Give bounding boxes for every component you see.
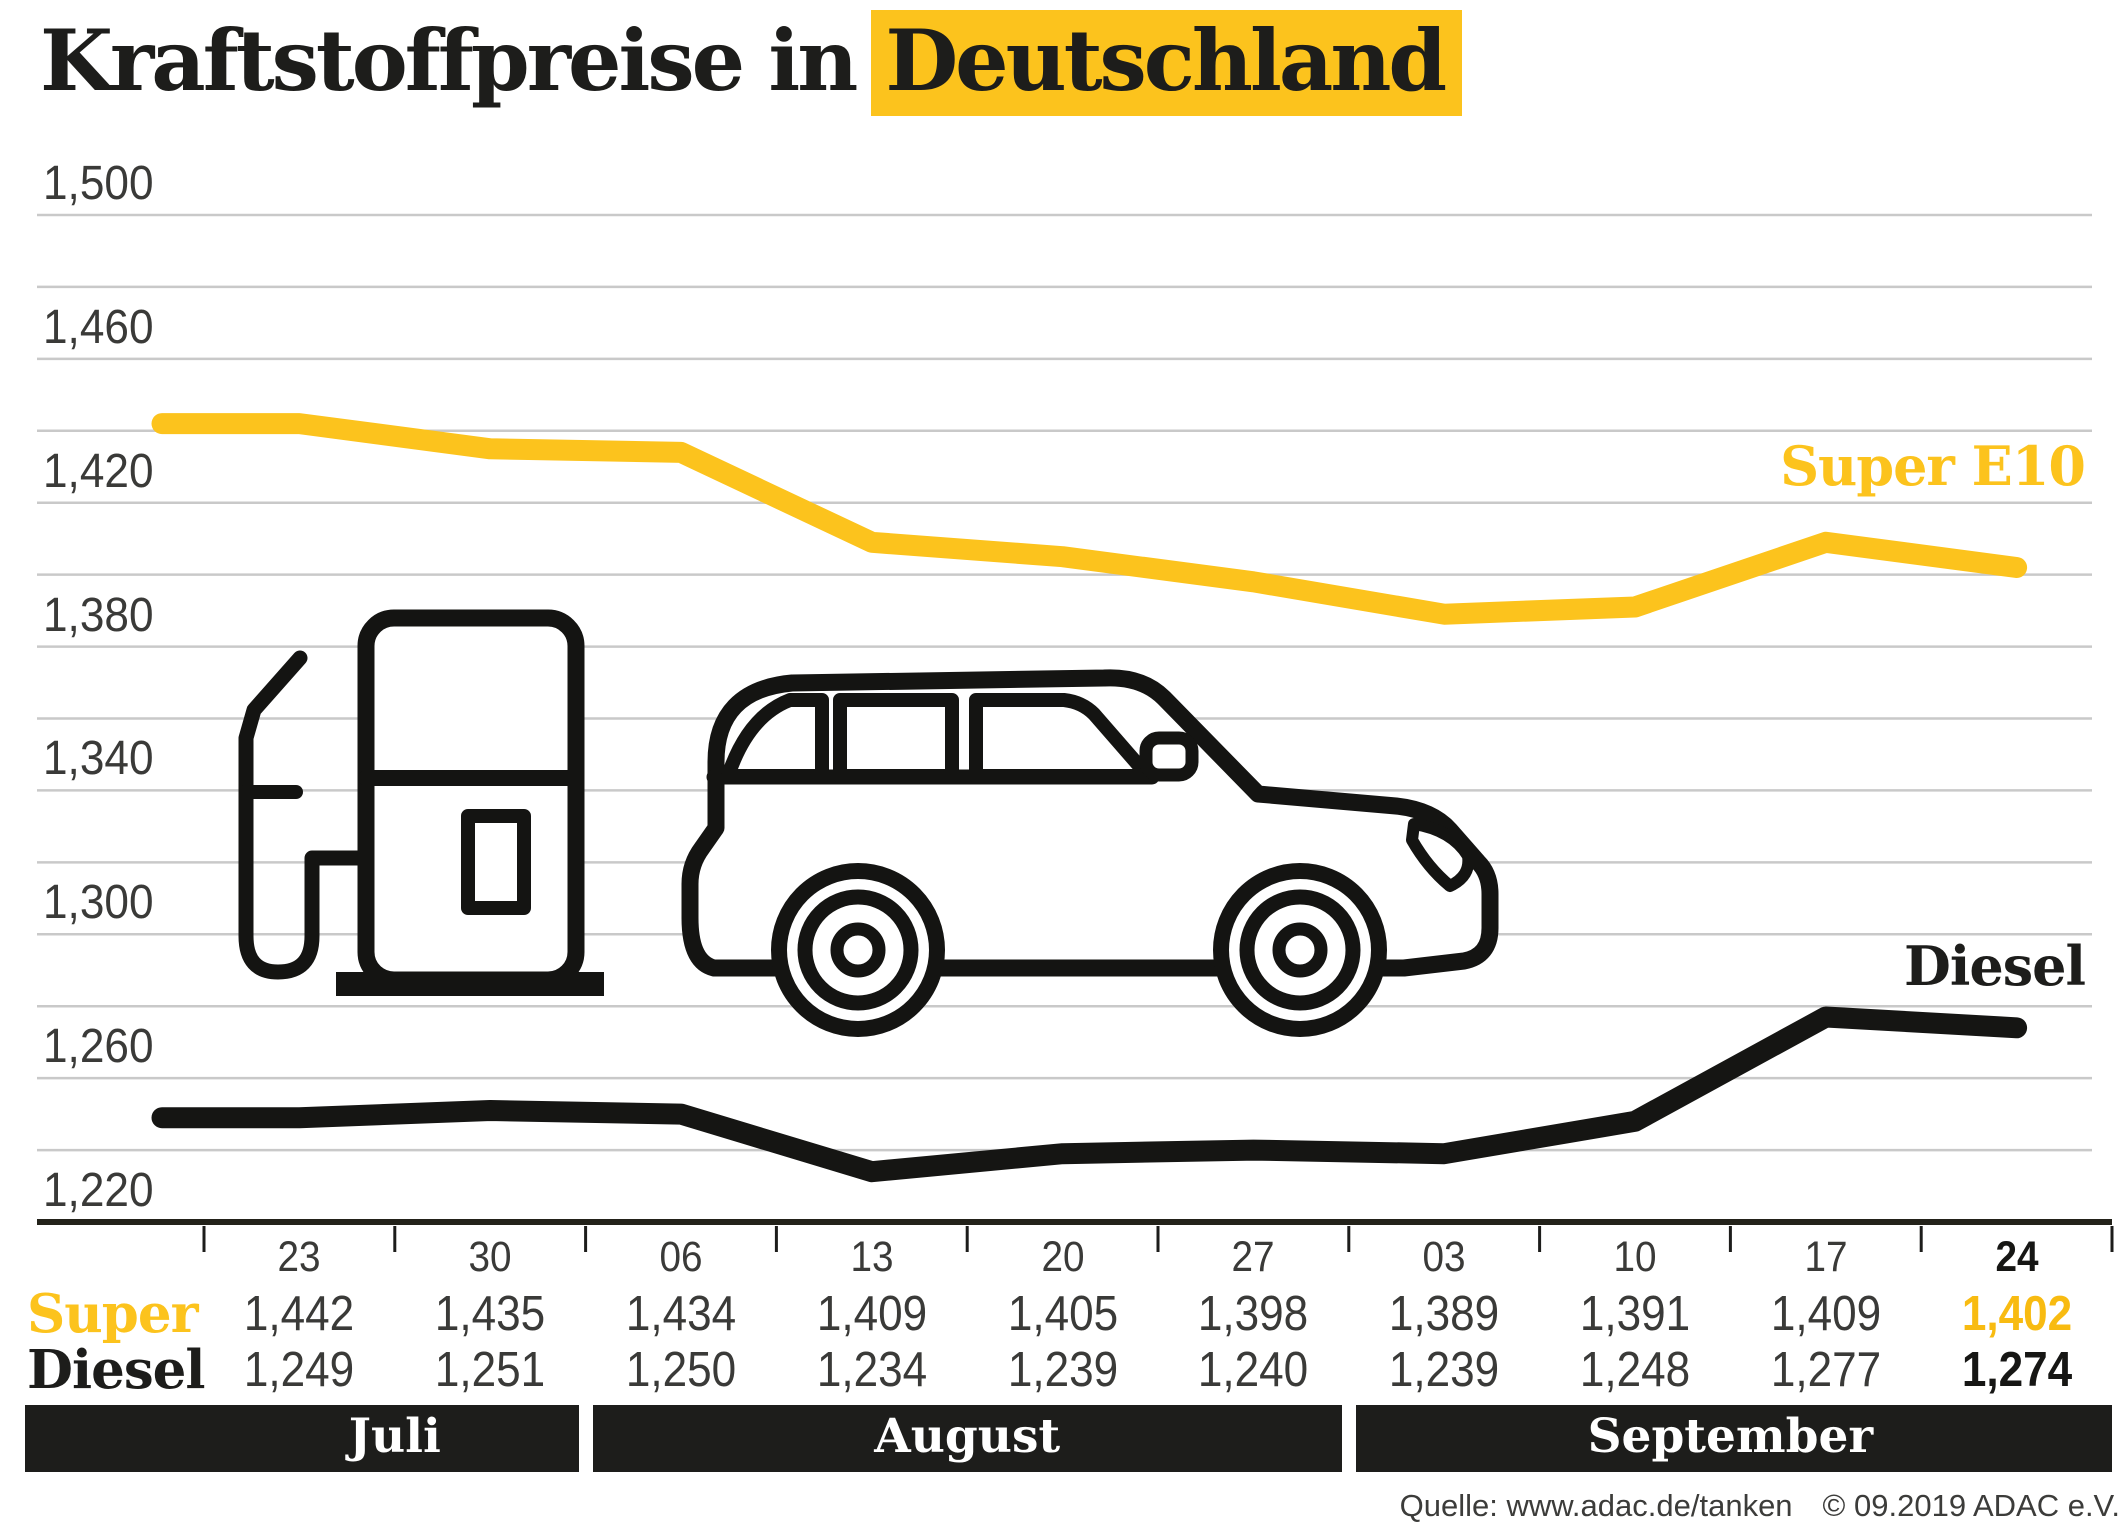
diesel-value: 1,234 xyxy=(816,1343,927,1397)
diesel-value: 1,248 xyxy=(1579,1343,1691,1397)
fuel-pump-icon xyxy=(238,609,604,996)
date-value: 17 xyxy=(1804,1233,1848,1281)
diesel-value: 1,239 xyxy=(1007,1343,1118,1397)
month-band-september: September xyxy=(1355,1405,2112,1472)
date-value: 24 xyxy=(1995,1233,2039,1281)
date-value: 03 xyxy=(1422,1233,1466,1281)
date-value: 06 xyxy=(659,1233,703,1281)
title-plain: Kraftstoffpreise in xyxy=(40,11,858,110)
super-value: 1,398 xyxy=(1198,1287,1309,1341)
row-label-super: Super xyxy=(27,1283,199,1345)
month-band-juli: Juli xyxy=(25,1405,579,1472)
car-front-wheel xyxy=(1213,863,1387,1037)
date-value: 27 xyxy=(1231,1233,1275,1281)
diesel-value: 1,249 xyxy=(244,1343,355,1397)
car-rear-wheel xyxy=(771,863,945,1037)
row-label-diesel: Diesel xyxy=(27,1339,206,1401)
car-icon xyxy=(681,669,1499,1037)
date-value: 23 xyxy=(277,1233,321,1281)
diesel-value: 1,240 xyxy=(1198,1343,1309,1397)
page-title: Kraftstoffpreise in Deutschland xyxy=(40,10,1463,116)
month-label: September xyxy=(1587,1409,1874,1464)
super-value: 1,442 xyxy=(244,1287,355,1341)
y-axis-label: 1,500 xyxy=(43,157,154,210)
source-note: Quelle: www.adac.de/tanken © 09.2019 ADA… xyxy=(1400,1488,2120,1524)
super-value: 1,409 xyxy=(1770,1287,1881,1341)
date-value: 13 xyxy=(850,1233,894,1281)
diesel-value: 1,274 xyxy=(1961,1343,2072,1397)
y-axis-label: 1,420 xyxy=(43,444,154,498)
source-quelle: Quelle: www.adac.de/tanken xyxy=(1399,1488,1793,1523)
y-axis-label: 1,340 xyxy=(43,732,154,786)
y-axis-label: 1,460 xyxy=(43,300,154,354)
line-layer xyxy=(37,413,2114,1252)
super-value: 1,435 xyxy=(435,1287,546,1341)
month-label: Juli xyxy=(348,1409,441,1464)
date-value: 30 xyxy=(468,1233,512,1281)
super-value: 1,405 xyxy=(1007,1287,1118,1341)
series-label-super: Super E10 xyxy=(1780,434,2086,498)
y-axis-label: 1,380 xyxy=(43,588,154,642)
date-value: 10 xyxy=(1613,1233,1657,1281)
diesel-value: 1,277 xyxy=(1770,1343,1881,1397)
diesel-line xyxy=(151,1006,2028,1183)
series-label-diesel: Diesel xyxy=(1904,934,2086,998)
title-highlight: Deutschland xyxy=(871,10,1463,116)
super-value: 1,434 xyxy=(625,1287,737,1341)
month-label: August xyxy=(874,1409,1061,1464)
date-value: 20 xyxy=(1041,1233,1085,1281)
source-copyright: © 09.2019 ADAC e.V. xyxy=(1822,1488,2120,1523)
diesel-value: 1,250 xyxy=(625,1343,737,1397)
y-axis-label: 1,300 xyxy=(43,876,154,930)
super-line xyxy=(151,413,2028,625)
y-axis-label: 1,220 xyxy=(43,1164,154,1217)
diesel-value: 1,251 xyxy=(435,1343,546,1397)
diesel-value: 1,239 xyxy=(1389,1343,1500,1397)
super-value: 1,409 xyxy=(816,1287,927,1341)
month-band-august: August xyxy=(592,1405,1342,1472)
super-value: 1,402 xyxy=(1961,1287,2072,1341)
super-value: 1,391 xyxy=(1579,1287,1691,1341)
super-value: 1,389 xyxy=(1389,1287,1500,1341)
y-axis-label: 1,260 xyxy=(43,1020,154,1074)
